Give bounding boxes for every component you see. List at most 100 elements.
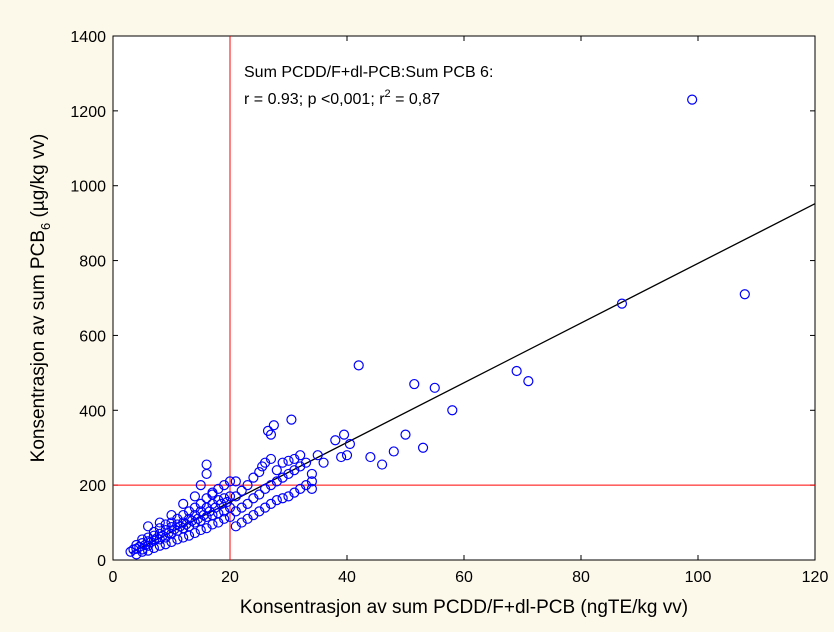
data-point: [125, 546, 136, 557]
data-point: [265, 453, 277, 465]
data-point: [230, 506, 241, 517]
data-point: [201, 523, 212, 534]
data-point: [230, 521, 241, 532]
data-point: [295, 461, 306, 472]
data-point: [183, 530, 195, 541]
data-point: [219, 506, 230, 517]
data-point: [154, 540, 165, 551]
data-point: [248, 493, 259, 504]
data-point: [189, 491, 200, 502]
data-point: [271, 476, 282, 487]
data-point: [289, 487, 300, 498]
data-point: [213, 483, 224, 494]
data-point: [300, 457, 312, 468]
data-point: [523, 375, 534, 387]
data-point: [377, 459, 388, 470]
y-tick-label: 0: [97, 553, 106, 570]
data-point: [131, 549, 142, 560]
data-point: [195, 498, 206, 509]
data-point: [616, 298, 628, 309]
data-point: [242, 498, 253, 509]
data-point: [154, 517, 165, 528]
data-point: [289, 465, 300, 476]
data-point: [312, 450, 323, 461]
data-point: [224, 511, 236, 523]
y-tick-label: 1200: [70, 104, 106, 121]
data-point: [242, 480, 253, 491]
data-point: [143, 521, 154, 532]
x-tick-label: 120: [802, 569, 829, 586]
data-point: [178, 532, 189, 543]
data-point: [295, 450, 306, 461]
x-axis-label: Konsentrasjon av sum PCDD/F+dl-PCB (ngTE…: [240, 597, 688, 618]
data-point: [338, 429, 350, 440]
data-point: [248, 472, 259, 483]
data-point: [265, 429, 277, 440]
data-point: [213, 517, 224, 528]
data-point: [318, 457, 329, 468]
y-tick-label: 1000: [70, 179, 106, 196]
data-point: [137, 546, 148, 557]
data-point: [201, 459, 212, 470]
data-point: [300, 480, 312, 491]
data-point: [286, 414, 297, 425]
data-point: [268, 420, 279, 431]
data-point: [224, 491, 236, 502]
data-point: [306, 483, 317, 494]
data-point: [166, 509, 177, 521]
plot-area: [112, 35, 816, 561]
data-point: [336, 451, 347, 463]
data-point: [201, 493, 212, 504]
data-point: [409, 378, 420, 390]
data-point: [417, 442, 429, 453]
data-point: [341, 450, 353, 461]
data-point: [511, 365, 522, 377]
data-points: [125, 94, 750, 560]
data-point: [283, 491, 294, 502]
data-point: [447, 405, 458, 416]
data-point: [166, 536, 177, 548]
y-tick-label: 1400: [70, 29, 106, 46]
data-point: [219, 480, 230, 491]
data-point: [429, 382, 440, 393]
data-point: [143, 545, 154, 556]
data-point: [219, 513, 230, 524]
data-point: [400, 429, 411, 440]
data-point: [265, 480, 277, 491]
data-point: [295, 483, 306, 494]
threshold-lines: [113, 36, 815, 560]
data-point: [365, 451, 376, 463]
data-point: [306, 476, 317, 487]
x-tick-label: 20: [221, 569, 239, 586]
data-point: [330, 435, 341, 446]
annotation-line-2: r = 0.93; p <0,001; r2 = 0,87: [244, 88, 440, 108]
y-tick-label: 200: [79, 478, 106, 495]
data-point: [254, 466, 265, 478]
data-point: [283, 455, 294, 466]
data-point: [236, 485, 247, 496]
data-point: [148, 526, 160, 538]
x-tick-label: 40: [338, 569, 356, 586]
data-point: [230, 476, 241, 487]
y-tick-label: 400: [79, 403, 106, 420]
y-tick-label: 800: [79, 254, 106, 271]
data-point: [271, 465, 282, 476]
data-point: [306, 468, 317, 480]
data-point: [254, 506, 265, 517]
x-tick-label: 80: [572, 569, 590, 586]
data-point: [207, 519, 218, 530]
y-axis-ticks: 0 200 400 600 800 1000 1200 1400: [70, 29, 815, 570]
data-point: [242, 513, 253, 524]
data-point: [277, 457, 288, 468]
data-point: [221, 496, 233, 508]
data-point: [131, 543, 142, 554]
x-tick-label: 60: [455, 569, 473, 586]
data-point: [160, 539, 171, 550]
data-point: [195, 524, 206, 536]
data-point: [344, 438, 356, 450]
data-point: [148, 542, 160, 554]
data-point: [277, 493, 288, 504]
data-point: [260, 457, 271, 468]
data-point: [739, 289, 750, 300]
